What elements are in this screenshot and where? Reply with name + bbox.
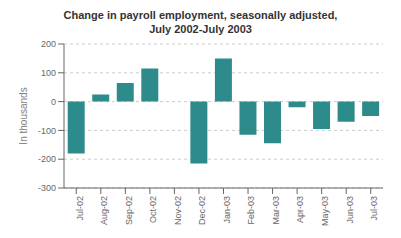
html-text:July 2002-July 2003: July 2002-July 2003 (149, 23, 252, 35)
svg-text:-300: -300 (38, 183, 56, 193)
svg-text:Apr-03: Apr-03 (296, 196, 306, 223)
svg-text:Mar-03: Mar-03 (271, 196, 281, 225)
svg-text:Jul-03: Jul-03 (369, 196, 379, 221)
svg-text:Oct-02: Oct-02 (148, 196, 158, 223)
svg-text:Feb-03: Feb-03 (246, 196, 256, 225)
svg-text:Jan-03: Jan-03 (222, 196, 232, 224)
svg-text:Aug-02: Aug-02 (99, 196, 109, 225)
svg-text:May-03: May-03 (320, 196, 330, 226)
svg-text:-200: -200 (38, 154, 56, 164)
svg-text:Jun-03: Jun-03 (345, 196, 355, 224)
svg-text:-100: -100 (38, 126, 56, 136)
svg-text:Nov-02: Nov-02 (173, 196, 183, 225)
svg-text:Jul-02: Jul-02 (75, 196, 85, 221)
svg-text:Sep-02: Sep-02 (124, 196, 134, 225)
svg-text:100: 100 (41, 68, 56, 78)
svg-text:Dec-02: Dec-02 (197, 196, 207, 225)
html-text:Change in payroll employment,: Change in payroll employment, seasonally… (63, 9, 338, 21)
svg-text:In thousands: In thousands (18, 87, 29, 144)
svg-text:0: 0 (51, 97, 56, 107)
svg-text:200: 200 (41, 39, 56, 49)
